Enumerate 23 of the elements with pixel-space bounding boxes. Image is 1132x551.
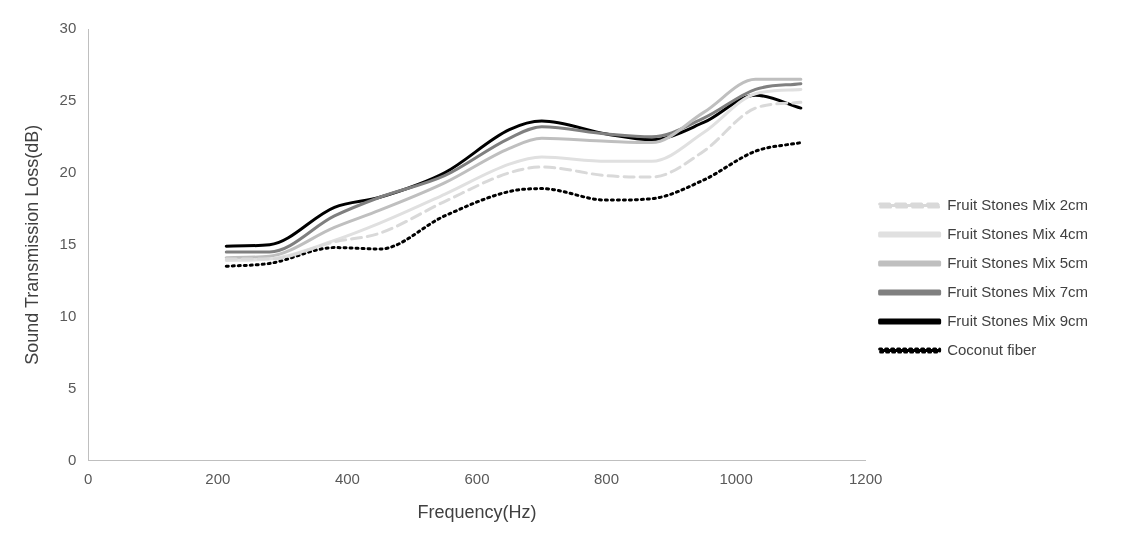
legend-label: Fruit Stones Mix 2cm — [947, 195, 1089, 213]
y-tick-label: 0 — [67, 450, 77, 468]
x-tick-label: 0 — [84, 469, 93, 487]
y-tick-label: 15 — [59, 234, 77, 252]
x-axis-title: Frequency(Hz) — [417, 502, 537, 523]
x-tick-label: 800 — [594, 469, 620, 487]
x-tick-label: 200 — [205, 469, 231, 487]
y-tick-label: 5 — [67, 378, 77, 396]
line-series — [224, 141, 803, 268]
x-tick-label: 400 — [334, 469, 360, 487]
legend-label: Fruit Stones Mix 9cm — [947, 311, 1089, 329]
x-tick-label: 1200 — [848, 469, 883, 487]
y-tick-label: 25 — [59, 91, 77, 109]
y-tick-label: 10 — [59, 306, 77, 324]
y-tick-label: 20 — [59, 162, 77, 180]
legend-label: Fruit Stones Mix 4cm — [947, 224, 1089, 242]
legend-label: Fruit Stones Mix 5cm — [947, 253, 1089, 271]
x-tick-label: 1000 — [719, 469, 753, 487]
y-axis-title: Sound Transmission Loss(dB) — [21, 124, 42, 365]
x-tick-label: 600 — [464, 469, 490, 487]
y-tick-label: 30 — [59, 19, 77, 37]
legend-label: Coconut fiber — [947, 340, 1037, 358]
legend-label: Fruit Stones Mix 7cm — [947, 282, 1089, 300]
